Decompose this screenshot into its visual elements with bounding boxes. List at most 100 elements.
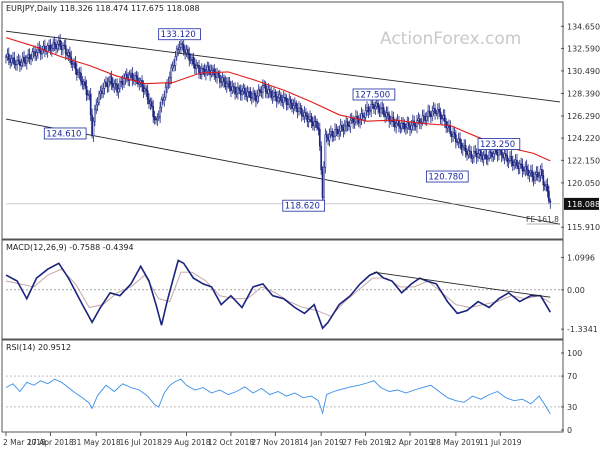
candle-body-256 bbox=[360, 113, 363, 120]
macd-plot: 1.0996 0.00 -1.3341 bbox=[5, 253, 598, 334]
candle-body-295 bbox=[414, 124, 417, 128]
candle-body-305 bbox=[428, 110, 431, 115]
candle-body-215 bbox=[303, 112, 306, 117]
candle-body-297 bbox=[417, 118, 420, 121]
candle-body-105 bbox=[150, 101, 153, 107]
candle-body-323 bbox=[453, 132, 456, 135]
candle-body-384 bbox=[538, 175, 541, 178]
candle-body-55 bbox=[81, 81, 84, 85]
candle-body-275 bbox=[386, 112, 389, 116]
candle-body-128 bbox=[182, 44, 185, 53]
candle-body-161 bbox=[228, 80, 231, 88]
candle-body-308 bbox=[432, 108, 435, 112]
rsi-y-tick-label-2: 30 bbox=[567, 403, 577, 412]
price-y-tick-label-3: 128.390 bbox=[567, 89, 600, 98]
candle-body-260 bbox=[366, 107, 368, 111]
candle-body-226 bbox=[318, 128, 321, 147]
candle-body-134 bbox=[191, 57, 193, 60]
candle-body-208 bbox=[293, 102, 296, 106]
candle-body-175 bbox=[248, 91, 250, 93]
candle-body-164 bbox=[232, 86, 235, 88]
candle-body-185 bbox=[262, 85, 264, 93]
candle-body-345 bbox=[484, 154, 486, 156]
candle-body-162 bbox=[230, 87, 232, 91]
candle-body-63 bbox=[92, 120, 95, 136]
candle-body-187 bbox=[264, 84, 267, 92]
candle-body-15 bbox=[25, 57, 28, 64]
candle-body-202 bbox=[285, 97, 288, 105]
macd-y-tick-label-2: -1.3341 bbox=[567, 325, 598, 334]
candle-body-250 bbox=[352, 118, 354, 124]
candle-body-86 bbox=[124, 73, 127, 79]
candle-body-390 bbox=[546, 184, 549, 192]
candle-body-382 bbox=[535, 172, 538, 175]
rsi-plot: 100 70 30 0 bbox=[5, 349, 582, 435]
candle-body-199 bbox=[281, 100, 284, 103]
candle-body-235 bbox=[331, 131, 334, 137]
candle-body-170 bbox=[241, 91, 243, 96]
x-tick-label-7: 14 Jan 2019 bbox=[299, 438, 344, 447]
candle-body-234 bbox=[330, 131, 332, 136]
candle-body-46 bbox=[69, 52, 71, 58]
candle-body-374 bbox=[524, 165, 527, 171]
candle-body-331 bbox=[464, 145, 467, 152]
candle-body-62 bbox=[91, 114, 93, 136]
candle-body-77 bbox=[112, 83, 114, 88]
annotation-label-6: FE 161.8 bbox=[526, 215, 559, 224]
candle-body-22 bbox=[35, 52, 38, 57]
candle-body-153 bbox=[217, 73, 220, 76]
x-tick-label-0: 2 Mar 2018 bbox=[3, 438, 46, 447]
candle-body-103 bbox=[148, 99, 150, 105]
rsi-line bbox=[5, 378, 551, 415]
candle-body-173 bbox=[245, 93, 248, 97]
candle-body-64 bbox=[94, 108, 96, 122]
candle-body-47 bbox=[70, 56, 73, 65]
candle-body-251 bbox=[353, 121, 356, 124]
candle-body-385 bbox=[539, 169, 542, 177]
candle-body-241 bbox=[339, 125, 342, 132]
candle-body-289 bbox=[406, 122, 409, 129]
candle-body-73 bbox=[106, 83, 109, 88]
candle-body-101 bbox=[145, 88, 148, 91]
annotation-label-5: 120.780 bbox=[428, 173, 463, 183]
candle-body-95 bbox=[137, 77, 139, 85]
candle-body-369 bbox=[517, 165, 520, 169]
candle-body-246 bbox=[346, 121, 349, 127]
candle-body-12 bbox=[21, 56, 24, 63]
candle-body-365 bbox=[511, 160, 514, 166]
candle-body-219 bbox=[309, 116, 311, 120]
rsi-y-tick-label-1: 70 bbox=[567, 372, 577, 381]
candle-body-314 bbox=[441, 118, 443, 120]
x-tick-label-11: 11 Jul 2019 bbox=[479, 438, 522, 447]
candle-body-318 bbox=[446, 125, 449, 129]
candle-body-341 bbox=[478, 150, 481, 154]
candle-body-239 bbox=[336, 128, 339, 135]
candle-body-41 bbox=[62, 44, 64, 50]
candle-body-3 bbox=[9, 59, 12, 64]
candle-body-347 bbox=[486, 158, 489, 160]
candle-body-163 bbox=[231, 86, 234, 91]
candle-body-303 bbox=[425, 116, 428, 121]
candle-body-285 bbox=[400, 122, 403, 129]
candle-body-19 bbox=[31, 51, 34, 59]
x-tick-label-8: 27 Feb 2019 bbox=[342, 438, 389, 447]
candle-body-120 bbox=[171, 65, 174, 69]
candle-body-300 bbox=[421, 115, 424, 123]
candle-body-130 bbox=[185, 49, 188, 54]
price-y-tick-label-7: 120.050 bbox=[567, 179, 600, 188]
candle-body-9 bbox=[17, 59, 20, 62]
candle-body-354 bbox=[496, 152, 499, 156]
macd-title: MACD(12,26,9) -0.7588 -0.4394 bbox=[6, 243, 134, 252]
candle-body-368 bbox=[516, 159, 518, 167]
candle-body-14 bbox=[24, 60, 27, 64]
candle-body-157 bbox=[223, 77, 225, 82]
candle-body-203 bbox=[287, 103, 289, 105]
candle-body-257 bbox=[361, 113, 364, 117]
candle-body-78 bbox=[113, 83, 116, 88]
candle-body-287 bbox=[403, 122, 406, 130]
candle-body-233 bbox=[328, 134, 331, 141]
candle-body-65 bbox=[95, 104, 98, 110]
candle-body-259 bbox=[364, 110, 367, 118]
candle-body-60 bbox=[88, 93, 91, 96]
candle-body-114 bbox=[163, 96, 166, 101]
